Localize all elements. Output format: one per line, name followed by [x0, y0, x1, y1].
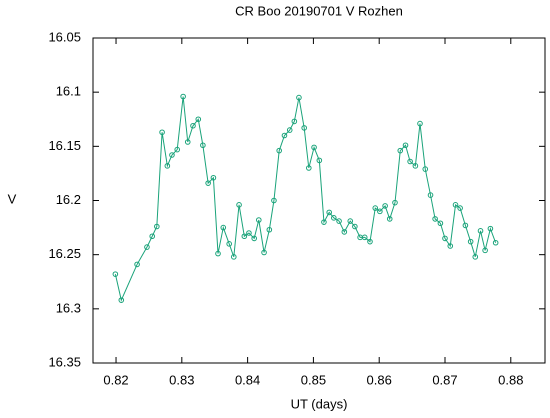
data-point	[174, 146, 181, 153]
data-point	[112, 271, 119, 277]
data-line	[114, 96, 497, 302]
data-point	[397, 147, 404, 154]
data-point	[331, 215, 337, 221]
data-point	[482, 247, 488, 254]
y-tick-label: 16.2	[56, 192, 81, 207]
data-point	[427, 192, 434, 198]
data-point	[246, 230, 252, 236]
data-point	[261, 249, 267, 256]
data-point	[386, 216, 393, 222]
data-point	[271, 197, 277, 204]
plot-frame	[92, 37, 546, 364]
data-point	[432, 216, 438, 222]
data-point	[437, 220, 444, 227]
data-point	[230, 254, 237, 260]
x-tick-label: 0.88	[498, 372, 523, 387]
data-point	[291, 118, 298, 125]
data-point	[149, 233, 156, 240]
chart-title: CR Boo 20190701 V Rozhen	[235, 3, 403, 18]
data-point	[195, 116, 202, 123]
x-tick-label: 0.86	[367, 372, 392, 387]
x-tick-label: 0.85	[301, 372, 326, 387]
x-tick-label: 0.82	[103, 372, 128, 387]
data-point	[159, 129, 165, 136]
data-point	[205, 180, 211, 186]
y-tick-label: 16.25	[48, 246, 81, 261]
data-point	[407, 158, 413, 165]
data-point	[447, 243, 454, 249]
data-point	[251, 235, 257, 242]
x-tick-label: 0.84	[235, 372, 260, 387]
y-axis-label: V	[8, 191, 17, 206]
data-point	[311, 144, 317, 151]
data-point	[164, 163, 171, 169]
data-point	[347, 218, 354, 224]
data-point	[372, 205, 379, 211]
data-point	[341, 229, 348, 235]
data-point	[402, 142, 409, 149]
data-point	[336, 218, 342, 224]
data-point	[467, 238, 474, 245]
y-tick-label: 16.3	[56, 300, 81, 315]
data-point	[210, 174, 217, 181]
data-point	[241, 233, 248, 240]
data-point	[266, 226, 273, 233]
data-point	[220, 224, 227, 231]
data-point	[306, 165, 312, 171]
data-point	[367, 238, 373, 245]
data-point	[301, 125, 307, 131]
data-point	[144, 244, 150, 250]
data-point	[169, 152, 175, 158]
data-point	[226, 241, 232, 247]
data-point	[422, 166, 429, 172]
data-point	[118, 297, 125, 303]
data-point	[326, 209, 332, 216]
data-point	[492, 239, 499, 246]
data-point	[200, 142, 206, 149]
y-tick-label: 16.35	[48, 354, 81, 369]
data-point	[472, 254, 479, 260]
data-point	[361, 234, 368, 241]
y-tick-label: 16.05	[48, 29, 81, 44]
data-point	[255, 217, 262, 223]
x-axis-label: UT (days)	[291, 396, 348, 411]
data-point	[352, 223, 358, 230]
x-tick-label: 0.87	[432, 372, 457, 387]
data-point	[487, 225, 494, 232]
x-tick-label: 0.83	[169, 372, 194, 387]
data-point	[190, 122, 196, 129]
data-point	[477, 228, 484, 234]
data-point	[180, 93, 186, 100]
data-point	[184, 139, 191, 145]
y-tick-label: 16.15	[48, 138, 81, 153]
data-point	[417, 120, 423, 127]
data-point	[442, 235, 448, 242]
data-point	[154, 223, 160, 230]
y-tick-label: 16.1	[56, 84, 81, 99]
data-point	[236, 202, 242, 208]
data-point	[452, 202, 459, 208]
data-point	[462, 222, 469, 229]
data-point	[382, 203, 388, 209]
data-point	[321, 219, 327, 225]
data-point	[457, 205, 463, 211]
data-point	[296, 94, 302, 101]
data-point	[392, 199, 398, 206]
data-point	[286, 127, 293, 133]
data-point	[276, 147, 282, 154]
data-point	[377, 208, 383, 215]
data-point	[412, 163, 419, 169]
data-point	[215, 250, 221, 257]
data-point	[316, 157, 323, 164]
data-point	[134, 261, 140, 268]
data-point	[281, 132, 288, 139]
